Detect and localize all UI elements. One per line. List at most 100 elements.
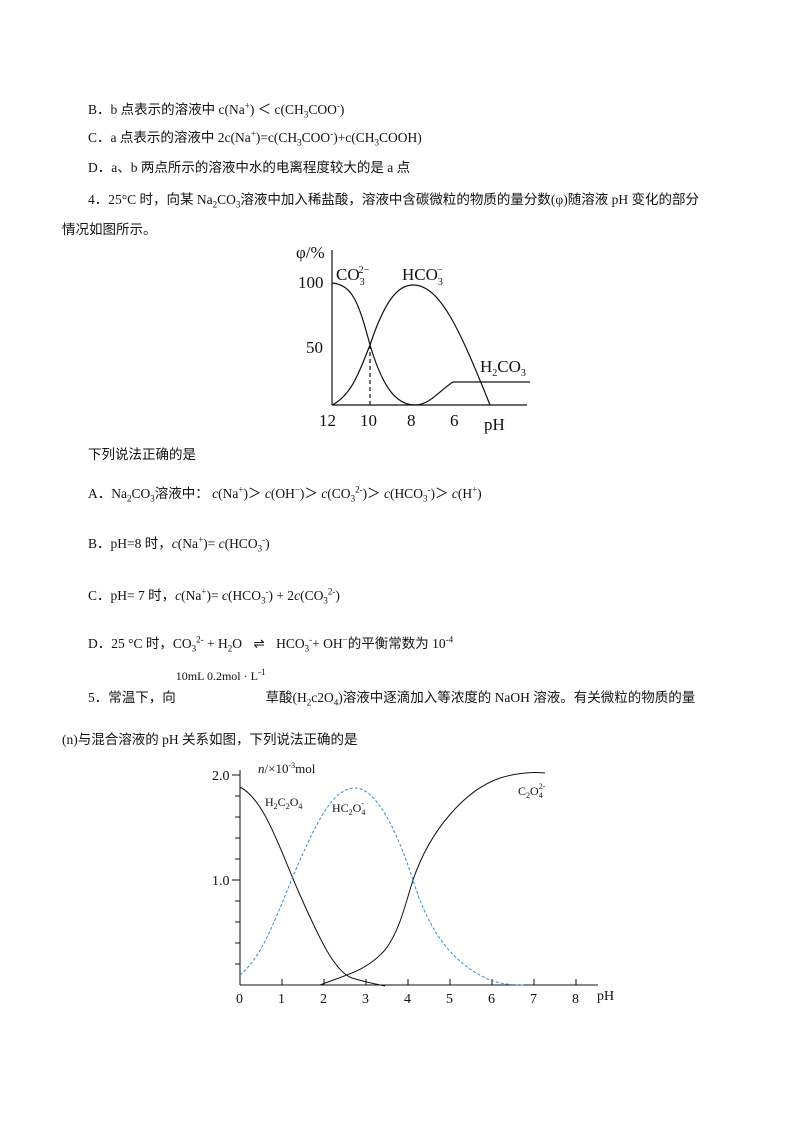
text: - (309, 634, 313, 645)
axis-label: n/×10-3mol (258, 761, 316, 776)
x-tick-label: 3 (362, 992, 369, 1007)
text: c (264, 486, 271, 501)
text: ) (477, 486, 482, 501)
text: 2 (274, 802, 278, 811)
text: )＞ (430, 486, 449, 501)
option: C．pH= 7 时，c(Na+)= c(HCO3-) + 2c(CO32-) (88, 584, 340, 606)
text: )+c(CH (333, 130, 375, 145)
text: 2- (196, 634, 204, 645)
text: 3 (257, 543, 263, 554)
option: A．Na2CO3溶液中： c(Na+)＞ c(OH−)＞ c(CO32-)＞ c… (88, 482, 482, 504)
text: - (262, 534, 266, 545)
text: )＞ (243, 486, 262, 501)
text: - (336, 100, 340, 111)
text: 10mL 0.2mol · L (175, 669, 258, 683)
curve (239, 786, 386, 987)
text: CO (497, 357, 521, 376)
text: c (218, 536, 225, 551)
text: HCO (232, 588, 261, 603)
text: HCO (402, 265, 438, 284)
question: 4．25°C 时，向某 Na2CO3溶液中加入稀盐酸，溶液中含碳微粒的物质的量分… (88, 188, 699, 210)
text: 2- (355, 484, 363, 495)
text: 3 (260, 595, 266, 606)
text: )＞ (299, 486, 318, 501)
tick-marks (232, 774, 240, 965)
text: 2 (306, 697, 312, 708)
text: HCO (276, 636, 305, 651)
text: ( (224, 536, 230, 551)
text: ) (265, 536, 270, 551)
text: 溶液中加入稀盐酸，溶液中含碳微粒的物质的量分数(φ)随溶液 pH 变化的部分 (240, 192, 699, 207)
text: C．a 点表示的溶液中 2c(Na (88, 130, 251, 145)
text: CO (331, 486, 351, 501)
text: O (530, 784, 539, 798)
text: - (265, 586, 269, 597)
text: )=c(CH (255, 130, 298, 145)
text: − (342, 634, 348, 645)
option: B．b 点表示的溶液中 c(Na+) ＜ c(CH3COO-) (88, 98, 344, 120)
text: C (278, 795, 286, 809)
text: HC (332, 801, 349, 815)
option: C．a 点表示的溶液中 2c(Na+)=c(CH3COO-)+c(CH3COOH… (88, 126, 422, 148)
text: 3 (304, 643, 310, 654)
text: )＞ (362, 486, 381, 501)
text: -4 (445, 634, 454, 645)
text: A．Na (88, 486, 127, 501)
text: - (330, 128, 334, 139)
text: − (294, 484, 300, 495)
question: 情况如图所示。 (62, 218, 157, 238)
text: - (361, 799, 364, 808)
text: ) (339, 102, 345, 117)
text: 4．25°C 时，向某 Na (88, 192, 213, 207)
text: 3 (150, 493, 155, 504)
x-tick-label: 8 (572, 992, 579, 1007)
text: HCO (394, 486, 423, 501)
tick-marks (281, 979, 577, 985)
text: 5．常温下，向 (88, 690, 176, 705)
text: ) + 2 (268, 588, 295, 603)
curve (414, 381, 530, 406)
text: 情况如图所示。 (62, 222, 157, 237)
text: 溶液中： (154, 486, 209, 501)
text: CO (217, 192, 236, 207)
text: B．b 点表示的溶液中 c(Na (88, 102, 245, 117)
curve-label: H2CO3 (480, 357, 526, 379)
curve (331, 282, 416, 406)
text: O (353, 801, 362, 815)
text: CO (131, 486, 151, 501)
text: -3 (288, 761, 295, 770)
text: + (244, 100, 250, 111)
text: H (480, 357, 492, 376)
text: c (212, 486, 219, 501)
text: 3 (521, 368, 526, 379)
question: (n)与混合溶液的 pH 关系如图，下列说法正确的是 (62, 728, 358, 748)
text: + (198, 534, 204, 545)
text: + (472, 484, 478, 495)
text: O (290, 795, 299, 809)
text: 2 (286, 802, 290, 811)
text: C．pH= 7 时， (88, 588, 176, 603)
text: c (383, 486, 390, 501)
text: + (201, 586, 207, 597)
curve (239, 787, 526, 986)
text: ⇌ (253, 636, 265, 651)
text: + H (203, 636, 228, 651)
text: CO (336, 265, 360, 284)
text: (Na (218, 486, 239, 501)
text: 2 (212, 199, 218, 210)
text: 草酸(H (265, 690, 307, 705)
text: − (437, 265, 443, 276)
axis-label: φ/% (296, 243, 325, 262)
text: HCO (229, 536, 258, 551)
text: - (427, 484, 431, 495)
text: 4 (333, 697, 339, 708)
text: ( (389, 486, 395, 501)
text: + (250, 128, 256, 139)
text: 3 (297, 137, 302, 148)
text: (H (457, 486, 473, 501)
text: /×10 (265, 761, 289, 776)
text: c (171, 536, 178, 551)
figure-2 (232, 770, 598, 987)
x-tick-label: 4 (404, 992, 411, 1007)
